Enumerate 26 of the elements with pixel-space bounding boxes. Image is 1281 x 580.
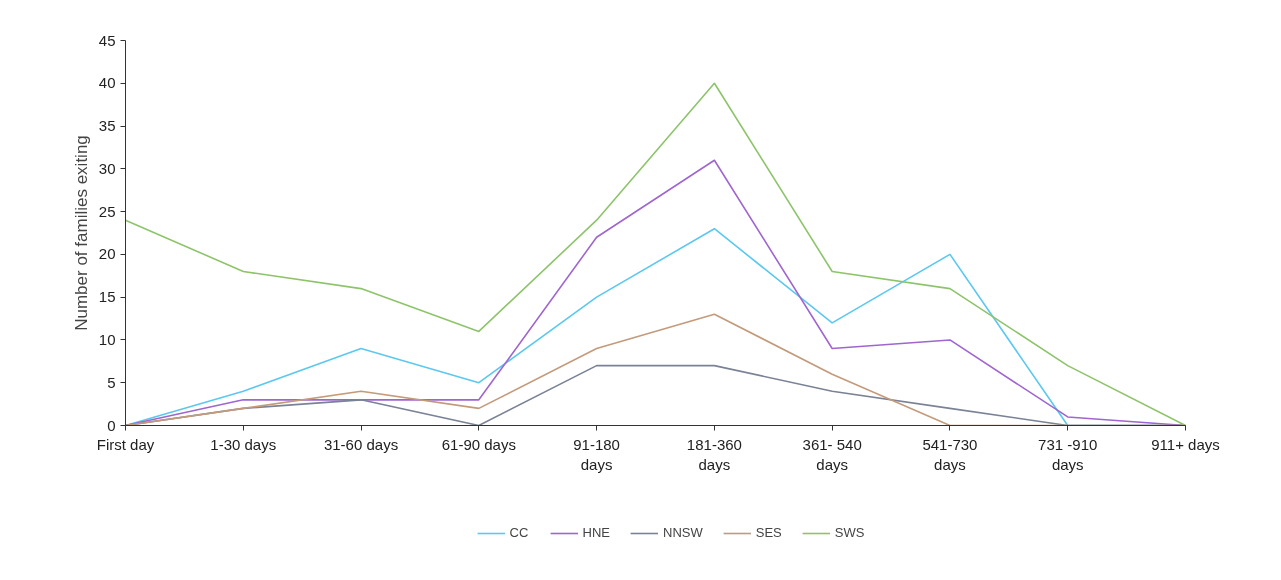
y-tick-label: 0 bbox=[107, 416, 116, 434]
y-tick-label: 40 bbox=[98, 74, 116, 92]
x-tick-label: 541-730 days bbox=[922, 435, 978, 473]
x-tick-label: 91-180 days bbox=[573, 435, 620, 473]
legend-label: SES bbox=[755, 525, 782, 540]
x-tick-label: 31-60 days bbox=[323, 435, 399, 453]
x-tick-label: 731 -910 days bbox=[1038, 435, 1098, 473]
legend-label: CC bbox=[509, 525, 530, 540]
y-tick-label: 25 bbox=[98, 202, 116, 220]
y-tick-label: 10 bbox=[98, 330, 116, 348]
x-tick-label: 911+ days bbox=[1151, 435, 1220, 453]
y-tick-label: 30 bbox=[98, 159, 116, 177]
y-tick-label: 20 bbox=[98, 245, 116, 263]
legend-label: HNE bbox=[582, 525, 611, 540]
legend-label: SWS bbox=[834, 525, 865, 540]
legend-label: NNSW bbox=[663, 525, 703, 540]
x-tick-label: 361- 540 days bbox=[802, 435, 862, 473]
y-tick-label: 45 bbox=[98, 31, 116, 49]
y-tick-label: 5 bbox=[107, 373, 116, 391]
y-tick-label: 35 bbox=[98, 117, 116, 135]
x-tick-label: 181-360 days bbox=[686, 435, 742, 473]
x-tick-label: First day bbox=[96, 435, 155, 453]
y-tick-label: 15 bbox=[98, 288, 116, 306]
y-axis-title: Number of families exiting bbox=[71, 135, 91, 331]
x-tick-label: 61-90 days bbox=[441, 435, 516, 453]
x-tick-label: 1-30 days bbox=[210, 435, 277, 453]
